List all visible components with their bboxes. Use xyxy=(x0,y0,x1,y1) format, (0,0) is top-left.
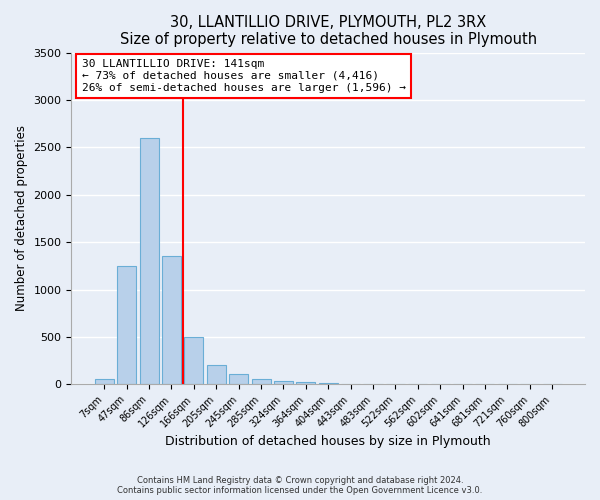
Text: 30 LLANTILLIO DRIVE: 141sqm
← 73% of detached houses are smaller (4,416)
26% of : 30 LLANTILLIO DRIVE: 141sqm ← 73% of det… xyxy=(82,60,406,92)
Bar xyxy=(117,266,136,384)
Bar xyxy=(95,380,114,384)
Bar xyxy=(184,337,203,384)
Bar xyxy=(296,382,316,384)
Bar xyxy=(274,381,293,384)
Bar xyxy=(207,366,226,384)
Bar xyxy=(140,138,158,384)
Y-axis label: Number of detached properties: Number of detached properties xyxy=(15,126,28,312)
Title: 30, LLANTILLIO DRIVE, PLYMOUTH, PL2 3RX
Size of property relative to detached ho: 30, LLANTILLIO DRIVE, PLYMOUTH, PL2 3RX … xyxy=(119,15,537,48)
X-axis label: Distribution of detached houses by size in Plymouth: Distribution of detached houses by size … xyxy=(166,434,491,448)
Text: Contains HM Land Registry data © Crown copyright and database right 2024.
Contai: Contains HM Land Registry data © Crown c… xyxy=(118,476,482,495)
Bar xyxy=(251,380,271,384)
Bar xyxy=(229,374,248,384)
Bar xyxy=(162,256,181,384)
